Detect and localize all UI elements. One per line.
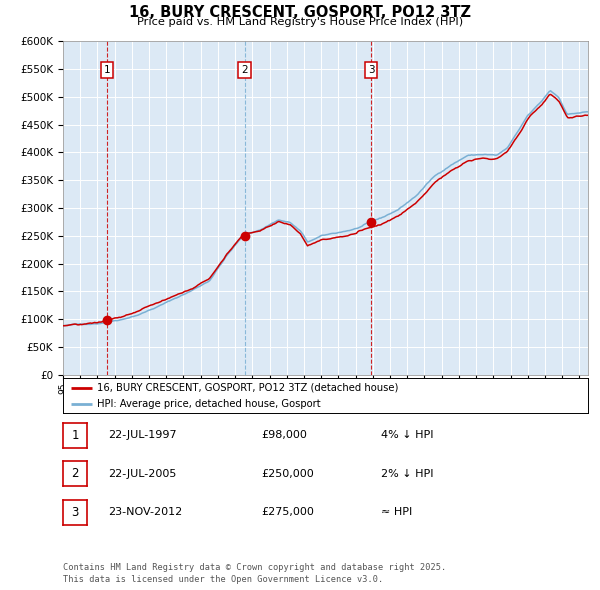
Text: £250,000: £250,000 bbox=[261, 469, 314, 478]
Text: 16, BURY CRESCENT, GOSPORT, PO12 3TZ: 16, BURY CRESCENT, GOSPORT, PO12 3TZ bbox=[129, 5, 471, 19]
Text: 22-JUL-2005: 22-JUL-2005 bbox=[108, 469, 176, 478]
Text: 23-NOV-2012: 23-NOV-2012 bbox=[108, 507, 182, 517]
Text: 2: 2 bbox=[71, 467, 79, 480]
Text: 1: 1 bbox=[71, 429, 79, 442]
Text: 3: 3 bbox=[71, 506, 79, 519]
Text: 22-JUL-1997: 22-JUL-1997 bbox=[108, 431, 176, 440]
Text: Contains HM Land Registry data © Crown copyright and database right 2025.
This d: Contains HM Land Registry data © Crown c… bbox=[63, 563, 446, 584]
Text: HPI: Average price, detached house, Gosport: HPI: Average price, detached house, Gosp… bbox=[97, 399, 321, 409]
Text: £275,000: £275,000 bbox=[261, 507, 314, 517]
Text: Price paid vs. HM Land Registry's House Price Index (HPI): Price paid vs. HM Land Registry's House … bbox=[137, 17, 463, 27]
Text: 1: 1 bbox=[104, 65, 110, 75]
Text: 2% ↓ HPI: 2% ↓ HPI bbox=[381, 469, 433, 478]
Text: 2: 2 bbox=[241, 65, 248, 75]
Text: £98,000: £98,000 bbox=[261, 431, 307, 440]
Text: 3: 3 bbox=[368, 65, 374, 75]
Text: ≈ HPI: ≈ HPI bbox=[381, 507, 412, 517]
Text: 4% ↓ HPI: 4% ↓ HPI bbox=[381, 431, 433, 440]
Text: 16, BURY CRESCENT, GOSPORT, PO12 3TZ (detached house): 16, BURY CRESCENT, GOSPORT, PO12 3TZ (de… bbox=[97, 382, 398, 392]
